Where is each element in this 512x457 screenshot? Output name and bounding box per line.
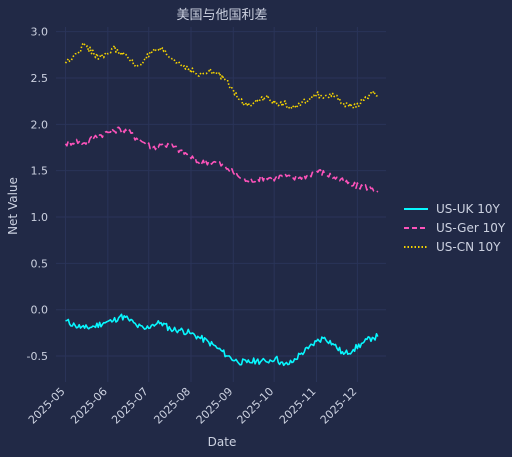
y-tick-label: 0.5 [31, 257, 49, 270]
legend-label: US-UK 10Y [436, 202, 500, 216]
legend-label: US-CN 10Y [436, 240, 501, 254]
series-line [65, 313, 379, 367]
y-axis-label: Net Value [6, 177, 20, 235]
chart-title: 美国与他国利差 [176, 8, 267, 23]
series-line [64, 41, 378, 110]
grid [56, 27, 386, 382]
y-tick-label: 1.5 [31, 165, 49, 178]
series-line [64, 126, 379, 194]
y-tick-label: -0.5 [27, 350, 48, 363]
x-axis-label: Date [208, 435, 237, 449]
y-tick-label: 2.5 [31, 72, 49, 85]
legend-label: US-Ger 10Y [436, 221, 506, 235]
series-layer [64, 41, 379, 367]
y-axis: -0.5 0.0 0.5 1.0 1.5 2.0 2.5 3.0 [27, 26, 48, 363]
y-tick-label: 2.0 [31, 118, 49, 131]
y-tick-label: 0.0 [31, 304, 49, 317]
y-tick-label: 3.0 [31, 26, 49, 39]
legend: US-UK 10Y US-Ger 10Y US-CN 10Y [404, 202, 506, 254]
y-tick-label: 1.0 [31, 211, 49, 224]
